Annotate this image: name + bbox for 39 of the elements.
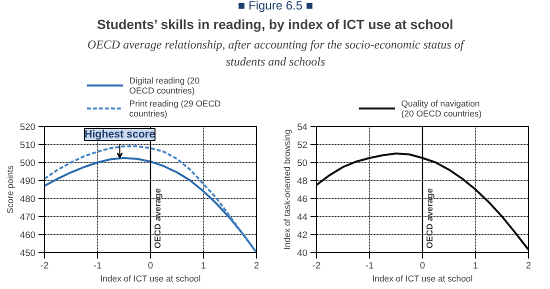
y-tick-label: 500 [20,158,36,168]
y-tick-label: 46 [297,194,308,204]
ref-line-label: OECD average [424,188,434,248]
y-tick-label: 44 [297,212,308,222]
y-tick-label: 480 [20,194,36,204]
y-tick-label: 460 [20,230,36,240]
x-tick-label: 2 [526,260,532,270]
y-tick-label: 48 [297,176,308,186]
y-tick-label: 40 [297,248,308,258]
legend-label: Quality of navigation (20 OECD countries) [401,98,482,118]
legend-label: Print reading (29 OECD countries) [129,98,221,118]
x-tick-label: 0 [148,260,154,270]
y-tick-label: 54 [297,122,308,132]
x-tick-label: 0 [420,260,426,270]
x-tick-label: 1 [200,260,206,270]
legend-label: Digital reading (20 OECD countries) [129,75,200,96]
y-tick-label: 450 [20,248,36,258]
chart-subtitle: OECD average relationship, after accounting for the socio-economic status of students and schools [87,38,466,68]
x-tick-label: 2 [254,260,260,270]
y-tick-label: 470 [20,212,36,222]
line-series [316,152,528,251]
x-axis-title: Index of ICT use at school [372,274,473,284]
x-axis-title: Index of ICT use at school [100,274,201,284]
y-tick-label: 510 [20,140,36,150]
x-tick-label: -1 [365,260,374,270]
chart-title: Students’ skills in reading, by index of ICT use at school [97,16,454,32]
y-tick-label: 490 [20,176,36,186]
y-tick-label: 42 [297,230,308,240]
x-tick-label: -1 [93,260,102,270]
x-tick-label: 1 [472,260,478,270]
y-tick-label: 520 [20,122,36,132]
x-tick-label: -2 [312,260,321,270]
x-tick-label: -2 [40,260,49,270]
y-tick-label: 52 [297,140,308,150]
y-axis-title: Index of task-oriented browsing [282,129,292,250]
text: ■ Figure 6.5 ■ [238,0,314,13]
y-tick-label: 50 [297,158,308,168]
ref-line-label: OECD average [152,188,162,248]
y-axis-title: Score points [4,164,15,214]
